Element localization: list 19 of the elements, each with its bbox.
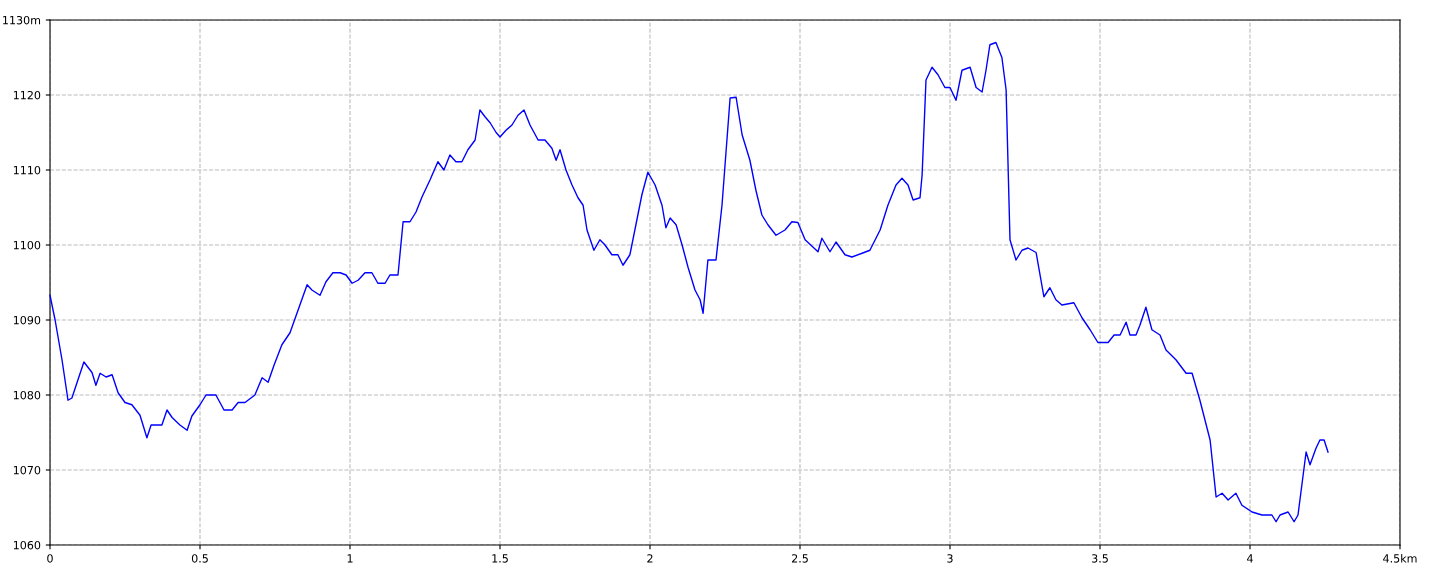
x-tick-label: 1 (347, 554, 353, 563)
y-tick-label: 1060 (13, 540, 41, 550)
x-tick-label: 2 (647, 554, 653, 563)
y-tick-label: 1070 (13, 465, 41, 475)
x-tick-label: 0.5 (191, 554, 208, 563)
y-tick-label: 1100 (13, 240, 41, 250)
x-tick-label: 2.5 (791, 554, 808, 563)
x-tick-label: 4.5km (1383, 554, 1417, 563)
line-series (49, 41, 1329, 523)
y-tick-label: 1110 (13, 165, 41, 175)
y-tick-label: 1120 (13, 90, 41, 100)
x-tick-label: 1.5 (492, 554, 508, 563)
x-tick-label: 3.5 (1092, 554, 1108, 563)
y-tick-label: 1080 (13, 390, 41, 400)
y-tick-label: 1090 (13, 315, 41, 325)
x-tick-label: 3 (947, 554, 953, 563)
y-tick-label: 1130m (3, 15, 41, 25)
x-tick-label: 4 (1247, 554, 1253, 563)
x-tick-label: 0 (47, 554, 53, 563)
